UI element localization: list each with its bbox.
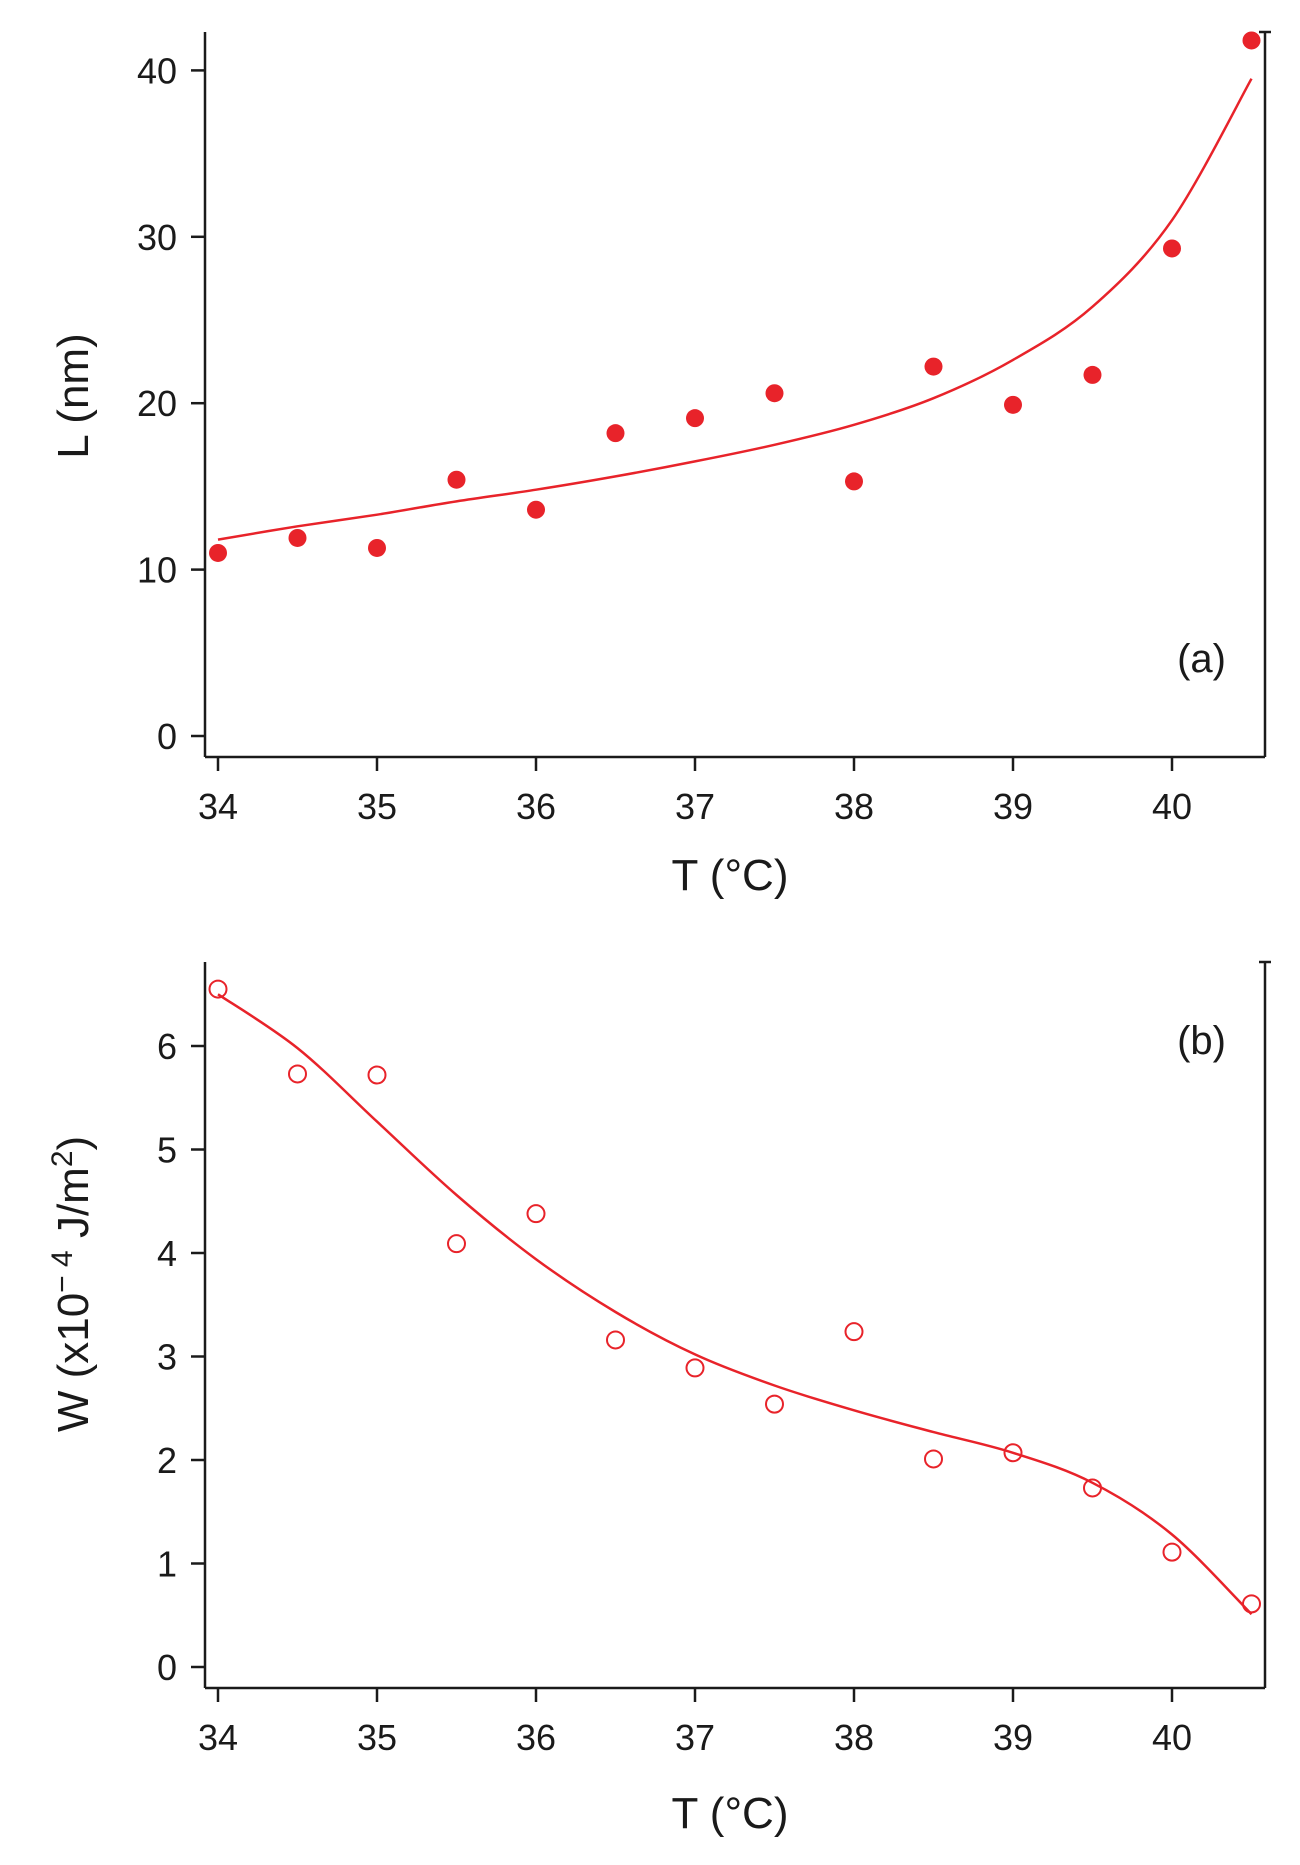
panel-b-x-tick-label: 34 xyxy=(198,1717,238,1758)
panel-b-x-tick-label: 39 xyxy=(993,1717,1033,1758)
panel-a-y-axis-title: L (nm) xyxy=(49,333,98,459)
panel-a-data-point xyxy=(368,538,386,557)
panel-a-data-point xyxy=(606,424,625,443)
panel-b-x-axis-title: T (°C) xyxy=(672,1789,789,1838)
panel-b-data-point xyxy=(1003,1443,1023,1463)
panel-a-fit-curve xyxy=(217,78,1253,541)
panel-a-label: (a) xyxy=(1177,637,1226,681)
panel-b-y-title-part3: ) xyxy=(49,1136,98,1151)
panel-b-y-tick-label: 0 xyxy=(157,1647,177,1688)
panel-a-data-point xyxy=(924,357,943,376)
panel-a-data-point xyxy=(686,409,704,428)
panel-a-data-point xyxy=(1242,31,1261,50)
panel-a-data-point xyxy=(1163,239,1181,258)
panel-a-data-point xyxy=(765,384,784,403)
panel-b-data-point xyxy=(924,1449,943,1469)
panel-b-data-point xyxy=(844,1322,864,1342)
panel-b-data-point xyxy=(1083,1478,1102,1498)
panel-b-y-tick-label: 2 xyxy=(157,1440,177,1481)
panel-b-x-tick-label: 38 xyxy=(834,1717,874,1758)
panel-a-y-tick-label: 0 xyxy=(157,716,177,757)
panel-a-y-tick-label: 20 xyxy=(137,383,177,424)
panel-b-y-axis-title: W (x10− 4 J/m2) xyxy=(46,1136,98,1432)
panel-b-data-point xyxy=(1162,1542,1182,1562)
panel-a-data-point xyxy=(845,472,863,491)
panel-b-y-title-exp2: 2 xyxy=(46,1150,79,1167)
panel-b-data-points xyxy=(208,979,1261,1614)
panel-a-data-point xyxy=(1083,365,1102,384)
panel-b-y-tick-label: 4 xyxy=(157,1233,177,1274)
panel-b-axes xyxy=(203,960,1271,1690)
panel-a-data-point xyxy=(447,470,466,489)
panel-a-y-tick-label: 40 xyxy=(137,50,177,91)
panel-a-x-tick-label: 37 xyxy=(675,786,715,827)
panel-b-x-tick-label: 35 xyxy=(357,1717,397,1758)
panel-b-x-tick-label: 37 xyxy=(675,1717,715,1758)
panel-b-data-point xyxy=(685,1358,705,1378)
panel-a-ticks: 34 35 36 37 38 39 40 0 10 20 30 40 xyxy=(137,50,1192,827)
panel-b-y-title-part1: W (x10 xyxy=(49,1293,98,1432)
panel-a-data-point xyxy=(527,500,545,519)
panel-a-y-tick-label: 10 xyxy=(137,550,177,591)
panel-a-length-chart: 34 35 36 37 38 39 40 0 10 20 30 40 (a) T (°C) L (nm… xyxy=(49,30,1271,900)
panel-b-fit-curve-group xyxy=(217,993,1253,1616)
panel-b-y-tick-label: 1 xyxy=(157,1544,177,1585)
panel-a-x-tick-label: 35 xyxy=(357,786,397,827)
panel-a-x-tick-label: 38 xyxy=(834,786,874,827)
panel-b-x-tick-label: 36 xyxy=(516,1717,556,1758)
panel-a-x-axis-title: T (°C) xyxy=(672,851,789,900)
panel-b-data-point xyxy=(208,979,228,999)
panel-a-data-point xyxy=(209,543,227,562)
panel-b-y-tick-label: 5 xyxy=(157,1130,177,1171)
panel-b-y-title-part2: J/m xyxy=(49,1167,98,1250)
panel-a-y-tick-label: 30 xyxy=(137,217,177,258)
panel-a-data-point xyxy=(1004,395,1022,414)
panel-b-y-title-exp1: − 4 xyxy=(46,1250,79,1293)
panel-a-x-tick-label: 40 xyxy=(1152,786,1192,827)
panel-b-data-point xyxy=(765,1394,784,1414)
panel-b-data-point xyxy=(367,1065,387,1085)
panel-b-y-tick-label: 3 xyxy=(157,1337,177,1378)
panel-a-axes xyxy=(203,30,1271,759)
panel-a-x-tick-label: 34 xyxy=(198,786,238,827)
panel-a-x-tick-label: 36 xyxy=(516,786,556,827)
panel-b-data-point xyxy=(526,1204,546,1224)
panel-b-data-point xyxy=(1242,1594,1261,1614)
panel-b-data-point xyxy=(606,1330,625,1350)
panel-b-data-point xyxy=(288,1064,307,1084)
panel-b-data-point xyxy=(447,1234,466,1254)
panel-a-data-point xyxy=(288,528,307,547)
panel-b-fit-curve xyxy=(217,993,1253,1616)
panel-a-x-tick-label: 39 xyxy=(993,786,1033,827)
panel-a-data-points xyxy=(209,31,1261,562)
panel-b-label: (b) xyxy=(1177,1019,1226,1063)
panel-a-fit-curve-group xyxy=(217,78,1253,541)
panel-b-y-tick-label: 6 xyxy=(157,1026,177,1067)
panel-b-x-tick-label: 40 xyxy=(1152,1717,1192,1758)
